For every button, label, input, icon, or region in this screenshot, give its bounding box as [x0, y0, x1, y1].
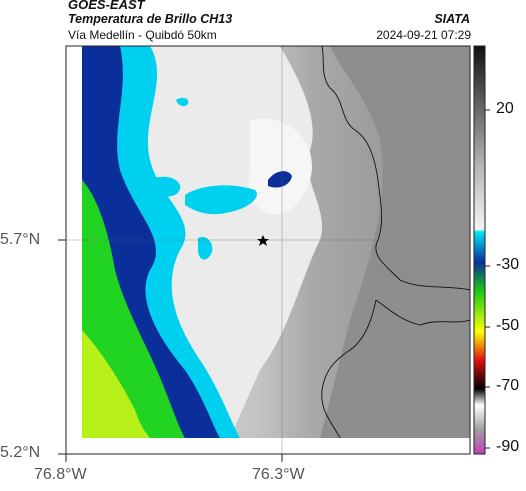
- colorbar-label-20: 20: [496, 100, 514, 117]
- cloud-blob-3: [198, 236, 213, 260]
- border-line-southwest: [321, 299, 377, 439]
- source-label: SIATA: [434, 12, 470, 26]
- route-subtitle: Vía Medellín - Quibdó 50km: [68, 28, 217, 42]
- colorbar-label-m30: -30: [496, 256, 520, 273]
- colorbar-label-m70: -70: [496, 377, 520, 394]
- dark-terrain-region: [320, 46, 470, 438]
- cloud-blob-4: [176, 97, 189, 107]
- colorbar: [473, 45, 486, 455]
- coldest-core: [82, 330, 150, 438]
- product-title: Temperatura de Brillo CH13: [68, 12, 233, 26]
- lat-label-5.7: 5.7°N: [0, 231, 41, 248]
- star-icon: [257, 235, 269, 246]
- colorbar-label-m90: -90: [496, 438, 520, 455]
- map-frame: [65, 45, 471, 455]
- satellite-title: GOES-EAST: [68, 0, 145, 12]
- lat-label-5.2: 5.2°N: [0, 444, 41, 461]
- cloud-blob-2: [268, 171, 292, 188]
- lon-label-76.8: 76.8°W: [34, 466, 87, 483]
- lon-label-76.3: 76.3°W: [252, 466, 305, 483]
- cloud-blob-5: [150, 176, 181, 197]
- border-line-east: [321, 46, 470, 291]
- timestamp-label: 2024-09-21 07:29: [376, 28, 471, 42]
- colorbar-label-m50: -50: [496, 317, 520, 334]
- cloud-blob-1: [185, 185, 258, 215]
- border-line-south: [375, 299, 470, 326]
- bright-cloud-patch: [248, 118, 312, 215]
